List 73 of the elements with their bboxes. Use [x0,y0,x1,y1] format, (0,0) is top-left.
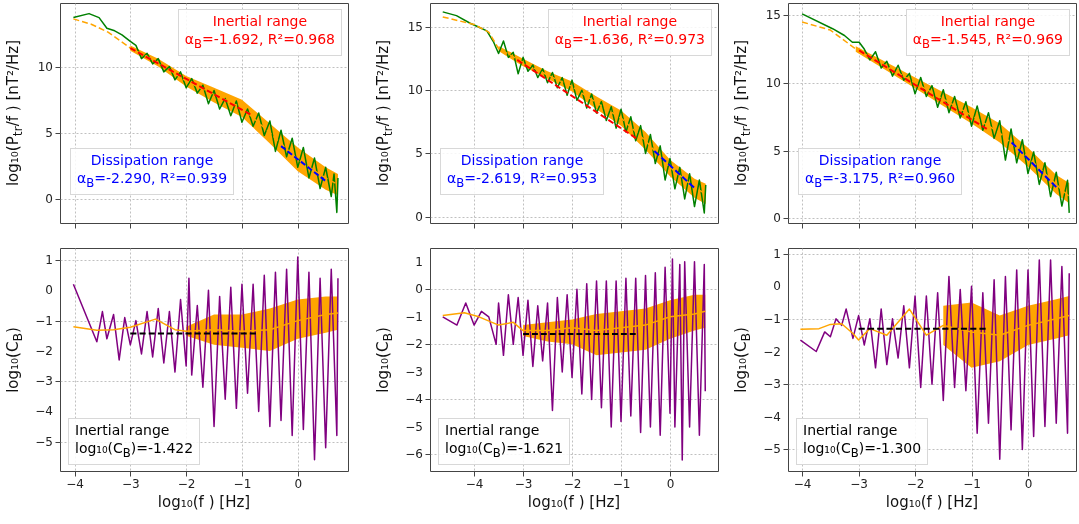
y-tick-label: 0 [415,282,423,297]
y-tick-label: −3 [405,364,423,379]
x-tick-label: −3 [850,476,868,491]
y-tick-label: 0 [45,192,53,207]
x-tick-label: −2 [906,476,925,491]
y-tick-label: 5 [415,146,423,161]
y-tick-label: 10 [407,83,423,98]
y-tick-label: −5 [763,442,781,457]
y-tick-label: 1 [773,246,781,261]
annotation: Inertial range [212,13,308,29]
y-tick-label: −5 [35,434,53,449]
annotation: Inertial range [445,422,540,439]
annotation: log₁₀(C$_{B}$)=-1.300 [803,440,922,460]
annotation: Dissipation range [818,152,942,169]
y-tick-label: −4 [405,392,423,407]
x-tick-label: −3 [121,476,140,491]
line-series [799,259,1070,460]
x-tick-label: −1 [612,476,631,491]
annotation: α$_{B}$=-2.619, R²=0.953 [447,170,598,190]
y-tick-label: −2 [405,337,423,352]
y-tick-label: 10 [37,59,53,74]
x-axis-title: log₁₀(f ) [Hz] [527,493,621,511]
y-tick-label: −1 [35,313,53,328]
x-axis-title: log₁₀(f ) [Hz] [885,493,979,511]
y-tick-label: 0 [773,211,781,226]
annotation: Inertial range [75,422,170,439]
x-axis-title: log₁₀(f ) [Hz] [157,493,251,511]
x-tick-label: 0 [294,476,303,491]
x-tick-label: −4 [793,476,812,491]
annotation: log₁₀(C$_{B}$)=-1.621 [445,440,564,460]
x-tick-label: 0 [1024,476,1033,491]
y-tick-label: 0 [415,209,423,224]
y-tick-label: −3 [763,377,781,392]
line-series [72,12,339,214]
y-tick-label: 1 [45,253,53,268]
annotation: α$_{B}$=-1.545, R²=0.969 [912,31,1063,51]
y-tick-label: −1 [763,311,781,326]
y-tick-label: 15 [407,20,423,35]
x-tick-label: −2 [177,476,196,491]
annotation: log₁₀(C$_{B}$)=-1.422 [75,440,194,460]
annotation: Inertial range [582,13,678,29]
annotation: Inertial range [940,13,1036,29]
x-tick-label: −1 [233,476,252,491]
annotation: α$_{B}$=-2.290, R²=0.939 [77,170,228,190]
line-series [72,256,339,461]
y-tick-label: −5 [405,419,423,434]
y-tick-label: −4 [35,404,53,419]
annotation: Dissipation range [460,152,584,169]
annotation: α$_{B}$=-3.175, R²=0.960 [805,170,956,190]
y-tick-label: −1 [405,309,423,324]
annotation: α$_{B}$=-1.636, R²=0.973 [554,31,705,51]
line-series [441,258,707,461]
x-tick-label: −4 [465,476,484,491]
y-tick-label: 0 [773,279,781,294]
y-tick-label: 0 [45,283,53,298]
y-tick-label: 10 [765,75,781,90]
y-tick-label: 5 [45,125,53,140]
x-tick-label: −4 [66,476,84,491]
annotation: Dissipation range [90,152,214,169]
annotation: α$_{B}$=-1.692, R²=0.968 [184,31,335,51]
x-tick-label: −2 [563,476,582,491]
x-tick-label: 0 [666,476,675,491]
x-tick-label: −1 [963,476,981,491]
y-tick-label: 15 [765,8,781,23]
y-tick-label: −2 [35,343,53,358]
annotation: Inertial range [803,422,898,439]
y-tick-label: −4 [763,409,781,424]
y-tick-label: −6 [405,447,423,462]
y-tick-label: 1 [415,254,423,269]
y-tick-label: 5 [773,143,781,158]
x-tick-label: −3 [514,476,533,491]
y-tick-label: −2 [763,344,781,359]
y-tick-label: −3 [35,374,53,389]
